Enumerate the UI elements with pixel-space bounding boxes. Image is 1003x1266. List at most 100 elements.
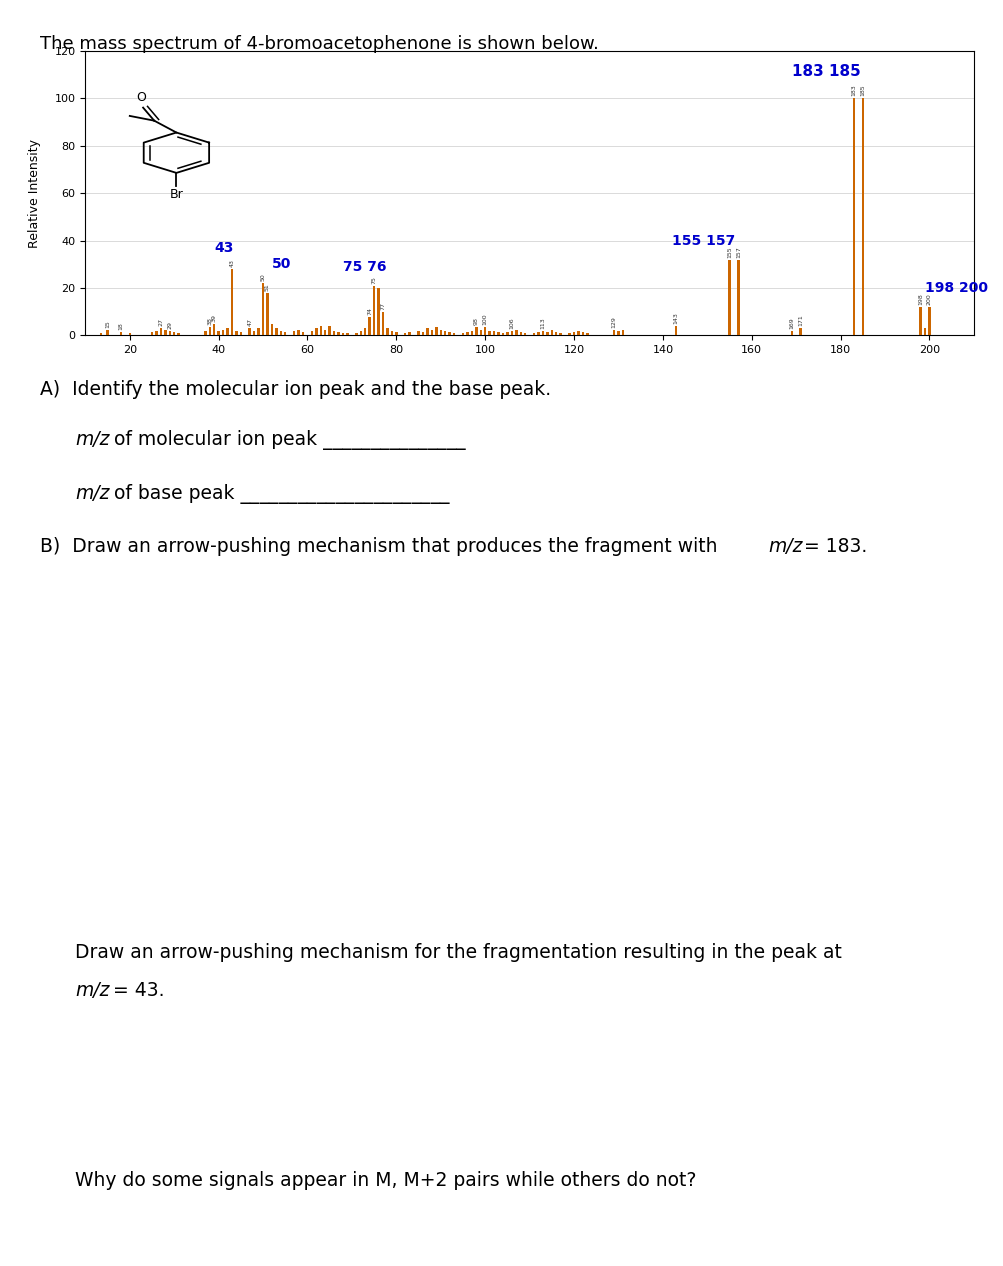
Text: Why do some signals appear in M, M+2 pairs while others do not?: Why do some signals appear in M, M+2 pai… <box>75 1171 696 1190</box>
Text: 171: 171 <box>797 315 802 327</box>
Bar <box>346 333 348 335</box>
Bar <box>492 330 494 335</box>
Bar <box>275 328 277 335</box>
Text: O: O <box>135 91 145 104</box>
Text: 77: 77 <box>380 301 385 310</box>
Bar <box>372 286 375 335</box>
Text: A)  Identify the molecular ion peak and the base peak.: A) Identify the molecular ion peak and t… <box>40 380 551 399</box>
Bar <box>542 330 544 335</box>
Bar <box>355 333 357 335</box>
Text: 29: 29 <box>168 320 173 329</box>
Text: 155 157: 155 157 <box>671 234 734 248</box>
Bar <box>328 327 331 335</box>
Bar <box>324 329 326 335</box>
Text: of molecular ion peak _______________: of molecular ion peak _______________ <box>108 430 465 451</box>
Bar <box>279 330 282 335</box>
Bar <box>479 329 481 335</box>
Text: 129: 129 <box>611 315 616 328</box>
Bar <box>511 330 513 335</box>
Y-axis label: Relative Intensity: Relative Intensity <box>28 138 41 248</box>
Bar <box>359 330 362 335</box>
Bar <box>586 333 588 335</box>
Bar <box>169 330 171 335</box>
Bar <box>341 333 344 335</box>
Text: m/z: m/z <box>75 484 109 503</box>
Text: 106: 106 <box>509 318 514 329</box>
Bar <box>727 260 730 335</box>
Bar <box>271 324 273 335</box>
Text: 113: 113 <box>540 316 545 329</box>
Text: 183: 183 <box>851 85 856 96</box>
Bar <box>337 332 339 335</box>
Bar <box>315 328 317 335</box>
Bar <box>106 329 108 335</box>
Text: Draw an arrow-pushing mechanism for the fragmentation resulting in the peak at: Draw an arrow-pushing mechanism for the … <box>75 943 842 962</box>
Bar <box>577 330 579 335</box>
Bar <box>213 324 216 335</box>
Text: 198: 198 <box>917 294 922 305</box>
Bar <box>364 328 366 335</box>
Bar <box>852 99 855 335</box>
Text: m/z: m/z <box>75 430 109 449</box>
Bar <box>178 333 180 335</box>
Bar <box>173 332 176 335</box>
Text: 200: 200 <box>926 294 931 305</box>
Text: = 183.: = 183. <box>797 537 867 556</box>
Bar <box>262 284 264 335</box>
Text: 157: 157 <box>735 246 740 258</box>
Text: 100: 100 <box>482 314 487 325</box>
Bar <box>150 332 153 335</box>
Bar <box>163 329 166 335</box>
Bar <box>923 328 926 335</box>
Bar <box>381 311 384 335</box>
Bar <box>461 333 463 335</box>
Bar <box>496 332 499 335</box>
Bar <box>861 99 864 335</box>
Bar <box>443 330 446 335</box>
Bar <box>235 330 238 335</box>
Bar <box>581 332 584 335</box>
Bar <box>159 328 161 335</box>
Bar <box>222 329 224 335</box>
Bar <box>99 333 102 335</box>
Text: 38: 38 <box>207 318 212 325</box>
Bar <box>231 270 233 335</box>
Bar <box>519 332 522 335</box>
Bar <box>533 333 535 335</box>
Bar <box>546 332 548 335</box>
Bar <box>465 332 468 335</box>
Bar <box>218 330 220 335</box>
Text: 15: 15 <box>105 320 110 328</box>
Text: 18: 18 <box>118 323 123 330</box>
Bar <box>448 332 450 335</box>
Text: 51: 51 <box>265 284 270 291</box>
Bar <box>390 330 393 335</box>
Bar <box>204 330 207 335</box>
Text: 50: 50 <box>272 257 291 271</box>
Text: The mass spectrum of 4-bromoacetophenone is shown below.: The mass spectrum of 4-bromoacetophenone… <box>40 35 599 53</box>
Bar <box>284 332 286 335</box>
Bar <box>403 333 406 335</box>
Bar <box>434 327 437 335</box>
Bar <box>386 328 388 335</box>
Text: 50: 50 <box>261 273 265 281</box>
Bar <box>573 332 575 335</box>
Bar <box>395 332 397 335</box>
Bar <box>319 327 322 335</box>
Bar <box>293 330 295 335</box>
Bar <box>798 328 801 335</box>
Text: 43: 43 <box>230 260 235 267</box>
Text: 43: 43 <box>214 241 234 254</box>
Bar <box>297 329 300 335</box>
Text: 169: 169 <box>788 316 793 329</box>
Bar <box>524 333 526 335</box>
Text: 27: 27 <box>158 319 163 327</box>
Bar <box>470 330 472 335</box>
Bar <box>266 292 269 335</box>
Bar <box>421 332 424 335</box>
Text: Br: Br <box>170 189 184 201</box>
Text: 183 185: 183 185 <box>791 65 860 78</box>
Bar <box>506 332 509 335</box>
Bar <box>119 332 122 335</box>
Bar <box>483 327 485 335</box>
